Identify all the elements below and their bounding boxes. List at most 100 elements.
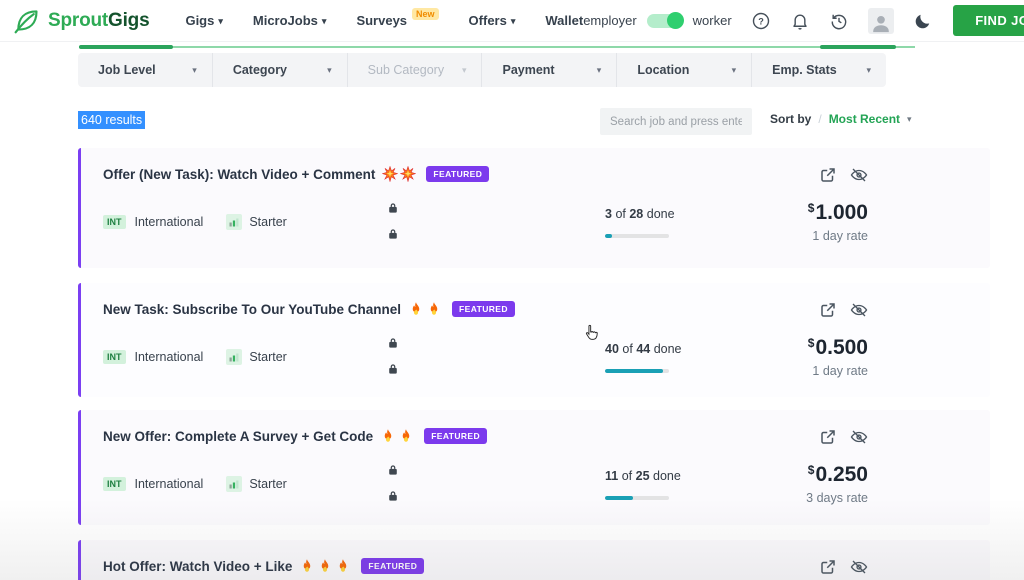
- level-bars-icon: [226, 349, 243, 365]
- filter-emp-stats[interactable]: Emp. Stats ▾: [772, 63, 871, 77]
- history-icon[interactable]: [829, 11, 849, 31]
- job-price: $0.500 1 day rate: [808, 337, 868, 378]
- job-card[interactable]: Offer (New Task): Watch Video + Comment …: [78, 148, 990, 268]
- hide-job-eye-off-icon[interactable]: [850, 558, 868, 576]
- help-icon[interactable]: ?: [751, 11, 771, 31]
- open-in-new-icon[interactable]: [819, 301, 837, 319]
- logo-text: SproutGigs: [48, 9, 150, 31]
- filter-category[interactable]: Category ▾: [213, 53, 348, 87]
- price-amount: 1.000: [815, 201, 868, 224]
- chevron-down-icon: ▾: [866, 64, 871, 75]
- job-card[interactable]: New Task: Subscribe To Our YouTube Chann…: [78, 283, 990, 397]
- job-title-row: Hot Offer: Watch Video + Like FEATURED: [103, 558, 425, 574]
- rate-label: 1 day rate: [812, 229, 868, 243]
- locked-details: [386, 463, 400, 503]
- open-in-new-icon[interactable]: [819, 428, 837, 446]
- level-label: Starter: [249, 215, 287, 229]
- employer-label: employer: [583, 13, 637, 28]
- region-label: International: [134, 350, 204, 364]
- lock-icon: [389, 364, 397, 374]
- fire-emoji-icons: [299, 558, 351, 574]
- level-label: Starter: [249, 477, 287, 491]
- filter-sub-category: Sub Category ▾: [348, 53, 483, 87]
- region-code-badge: INT: [103, 477, 126, 491]
- chevron-down-icon: ▾: [596, 64, 602, 75]
- job-price: $1.000 1 day rate: [808, 202, 868, 243]
- open-in-new-icon[interactable]: [819, 558, 837, 576]
- level-label: Starter: [249, 350, 287, 364]
- chevron-down-icon: ▾: [218, 15, 223, 26]
- sort-by-label: Sort by: [770, 112, 812, 126]
- job-title[interactable]: Hot Offer: Watch Video + Like: [103, 558, 293, 574]
- sproutgigs-logo[interactable]: SproutGigs: [12, 6, 150, 35]
- job-title[interactable]: New Task: Subscribe To Our YouTube Chann…: [103, 301, 402, 317]
- new-badge: New: [412, 7, 439, 20]
- lock-icon: [389, 465, 397, 475]
- job-progress: 3 of 28 done: [605, 207, 675, 238]
- progress-label: 40 of 44 done: [605, 342, 682, 356]
- chevron-down-icon: ▾: [510, 15, 516, 26]
- progress-label: 11 of 25 done: [605, 469, 681, 483]
- employer-worker-toggle[interactable]: [646, 11, 684, 29]
- lock-icon: [389, 338, 397, 348]
- job-progress: 40 of 44 done: [605, 342, 682, 373]
- profile-avatar[interactable]: [867, 7, 894, 34]
- hide-job-eye-off-icon[interactable]: [850, 166, 868, 184]
- featured-badge: FEATURED: [426, 166, 490, 182]
- green-indicator-segment: [820, 45, 896, 49]
- featured-badge: FEATURED: [361, 558, 425, 574]
- region-code-badge: INT: [103, 350, 126, 364]
- dark-mode-moon-icon[interactable]: [913, 11, 933, 31]
- fire-emoji-icons: [380, 428, 414, 444]
- region-code-badge: INT: [103, 215, 126, 229]
- find-jobs-button[interactable]: FIND JOBS: [952, 5, 1024, 36]
- job-card[interactable]: New Offer: Complete A Survey + Get Code …: [78, 410, 990, 525]
- rate-label: 3 days rate: [806, 491, 868, 505]
- worker-label: worker: [692, 13, 732, 28]
- hide-job-eye-off-icon[interactable]: [850, 301, 868, 319]
- filter-job-level[interactable]: Job Level ▾: [78, 53, 213, 87]
- open-in-new-icon[interactable]: [819, 166, 837, 184]
- navbar-right-cluster: employer worker ?: [583, 5, 1024, 36]
- toggle-knob: [666, 11, 684, 29]
- level-bars-icon: [226, 214, 243, 230]
- job-meta-row: INT International Starter: [103, 214, 287, 230]
- nav-item-surveys[interactable]: Surveys New: [356, 7, 439, 28]
- chevron-down-icon: ▾: [192, 64, 197, 75]
- level-bars-icon: [226, 476, 243, 492]
- notifications-bell-icon[interactable]: [790, 11, 810, 31]
- nav-item-gigs[interactable]: Gigs ▾: [185, 13, 223, 28]
- chevron-down-icon: ▾: [321, 15, 327, 26]
- currency-symbol: $: [807, 463, 815, 477]
- job-title[interactable]: Offer (New Task): Watch Video + Comment: [103, 166, 376, 182]
- job-title[interactable]: New Offer: Complete A Survey + Get Code: [103, 428, 374, 444]
- filter-payment[interactable]: Payment ▾: [482, 53, 618, 87]
- collision-emoji-icons: [382, 166, 417, 182]
- filter-location[interactable]: Location ▾: [617, 53, 753, 87]
- hide-job-eye-off-icon[interactable]: [850, 428, 868, 446]
- locked-details: [386, 336, 400, 376]
- search-input[interactable]: [600, 108, 752, 135]
- green-indicator-line: [79, 46, 915, 48]
- nav-item-wallet[interactable]: Wallet: [545, 13, 584, 28]
- nav-item-offers[interactable]: Offers ▾: [468, 13, 516, 28]
- progress-bar: [605, 369, 669, 373]
- featured-badge: FEATURED: [452, 301, 515, 317]
- progress-label: 3 of 28 done: [605, 207, 675, 221]
- lock-icon: [389, 229, 397, 239]
- svg-text:?: ?: [758, 16, 764, 26]
- job-title-row: New Offer: Complete A Survey + Get Code …: [103, 428, 488, 444]
- chevron-down-icon[interactable]: ▾: [907, 113, 912, 124]
- results-count: 640 results: [78, 111, 146, 129]
- sort-control: Sort by / Most Recent ▾: [770, 112, 912, 126]
- region-label: International: [134, 477, 204, 491]
- leaf-logo-icon: [14, 10, 38, 34]
- job-meta-row: INT International Starter: [103, 349, 287, 365]
- job-card[interactable]: Hot Offer: Watch Video + Like FEATURED: [78, 540, 990, 580]
- sort-value[interactable]: Most Recent: [828, 112, 901, 126]
- nav-item-microjobs[interactable]: MicroJobs ▾: [252, 13, 327, 28]
- currency-symbol: $: [807, 336, 815, 350]
- locked-details: [386, 201, 400, 241]
- job-meta-row: INT International Starter: [103, 476, 287, 492]
- person-icon: [872, 15, 889, 32]
